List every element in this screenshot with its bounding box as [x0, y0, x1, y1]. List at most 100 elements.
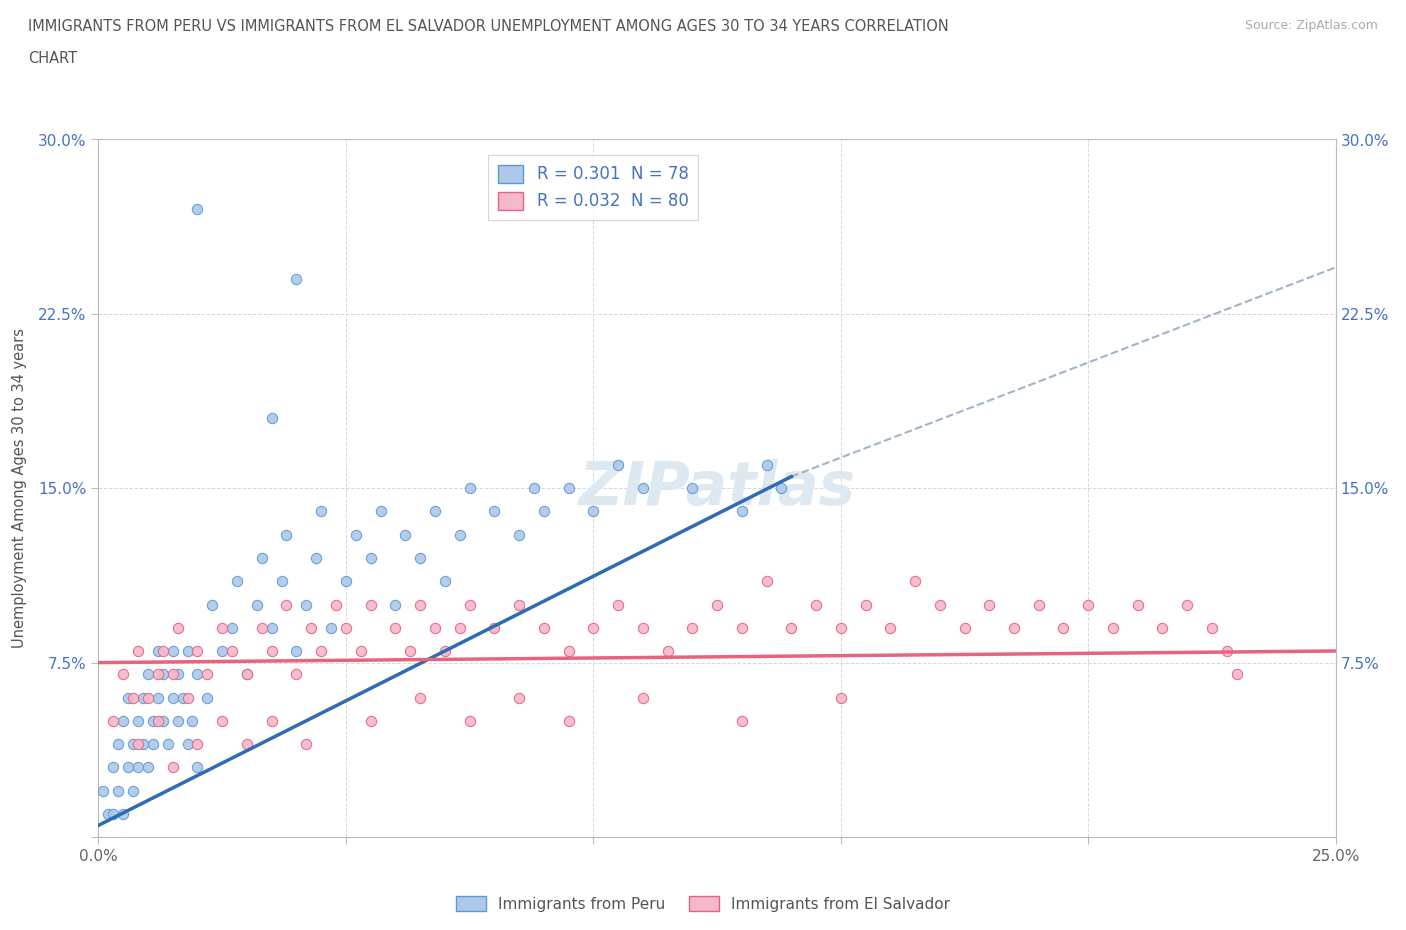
Point — [350, 644, 373, 658]
Point — [309, 644, 332, 658]
Point — [1201, 620, 1223, 635]
Point — [533, 620, 555, 635]
Point — [681, 481, 703, 496]
Point — [117, 690, 139, 705]
Point — [250, 620, 273, 635]
Point — [731, 713, 754, 728]
Point — [409, 551, 432, 565]
Point — [127, 713, 149, 728]
Point — [607, 597, 630, 612]
Point — [186, 760, 208, 775]
Legend: R = 0.301  N = 78, R = 0.032  N = 80: R = 0.301 N = 78, R = 0.032 N = 80 — [488, 154, 699, 220]
Point — [136, 667, 159, 682]
Point — [607, 458, 630, 472]
Point — [508, 527, 530, 542]
Point — [117, 760, 139, 775]
Point — [166, 667, 188, 682]
Point — [449, 527, 471, 542]
Point — [285, 272, 308, 286]
Point — [211, 713, 233, 728]
Point — [423, 620, 446, 635]
Text: ZIPatlas: ZIPatlas — [578, 458, 856, 518]
Point — [112, 806, 135, 821]
Point — [201, 597, 224, 612]
Point — [122, 783, 145, 798]
Point — [260, 713, 283, 728]
Point — [146, 713, 169, 728]
Point — [1077, 597, 1099, 612]
Point — [236, 667, 259, 682]
Point — [299, 620, 322, 635]
Point — [755, 458, 778, 472]
Point — [484, 620, 506, 635]
Text: Source: ZipAtlas.com: Source: ZipAtlas.com — [1244, 19, 1378, 32]
Point — [260, 411, 283, 426]
Point — [384, 620, 406, 635]
Point — [879, 620, 901, 635]
Point — [409, 690, 432, 705]
Point — [657, 644, 679, 658]
Point — [433, 644, 456, 658]
Point — [384, 597, 406, 612]
Point — [1216, 644, 1239, 658]
Point — [176, 690, 198, 705]
Point — [508, 597, 530, 612]
Point — [152, 667, 174, 682]
Point — [681, 620, 703, 635]
Point — [449, 620, 471, 635]
Point — [152, 713, 174, 728]
Text: CHART: CHART — [28, 51, 77, 66]
Point — [631, 690, 654, 705]
Point — [142, 713, 165, 728]
Point — [107, 737, 129, 751]
Point — [172, 690, 194, 705]
Point — [780, 620, 803, 635]
Point — [370, 504, 392, 519]
Point — [112, 713, 135, 728]
Point — [162, 667, 184, 682]
Point — [103, 713, 125, 728]
Point — [246, 597, 269, 612]
Point — [399, 644, 422, 658]
Point — [226, 574, 249, 589]
Point — [97, 806, 120, 821]
Point — [285, 667, 308, 682]
Point — [186, 667, 208, 682]
Point — [458, 481, 481, 496]
Point — [176, 737, 198, 751]
Point — [132, 690, 155, 705]
Point — [458, 713, 481, 728]
Point — [162, 644, 184, 658]
Point — [1102, 620, 1125, 635]
Point — [433, 574, 456, 589]
Point — [394, 527, 416, 542]
Point — [270, 574, 292, 589]
Point — [146, 690, 169, 705]
Point — [508, 690, 530, 705]
Point — [309, 504, 332, 519]
Point — [830, 690, 852, 705]
Point — [260, 620, 283, 635]
Point — [706, 597, 728, 612]
Point — [928, 597, 950, 612]
Point — [181, 713, 204, 728]
Point — [360, 713, 382, 728]
Y-axis label: Unemployment Among Ages 30 to 34 years: Unemployment Among Ages 30 to 34 years — [13, 328, 27, 648]
Point — [1226, 667, 1249, 682]
Point — [195, 690, 218, 705]
Point — [146, 644, 169, 658]
Point — [146, 667, 169, 682]
Point — [195, 667, 218, 682]
Point — [325, 597, 347, 612]
Point — [1175, 597, 1198, 612]
Point — [360, 551, 382, 565]
Point — [423, 504, 446, 519]
Point — [523, 481, 546, 496]
Point — [533, 504, 555, 519]
Point — [1052, 620, 1074, 635]
Point — [319, 620, 342, 635]
Point — [344, 527, 367, 542]
Point — [136, 690, 159, 705]
Point — [1002, 620, 1025, 635]
Point — [112, 667, 135, 682]
